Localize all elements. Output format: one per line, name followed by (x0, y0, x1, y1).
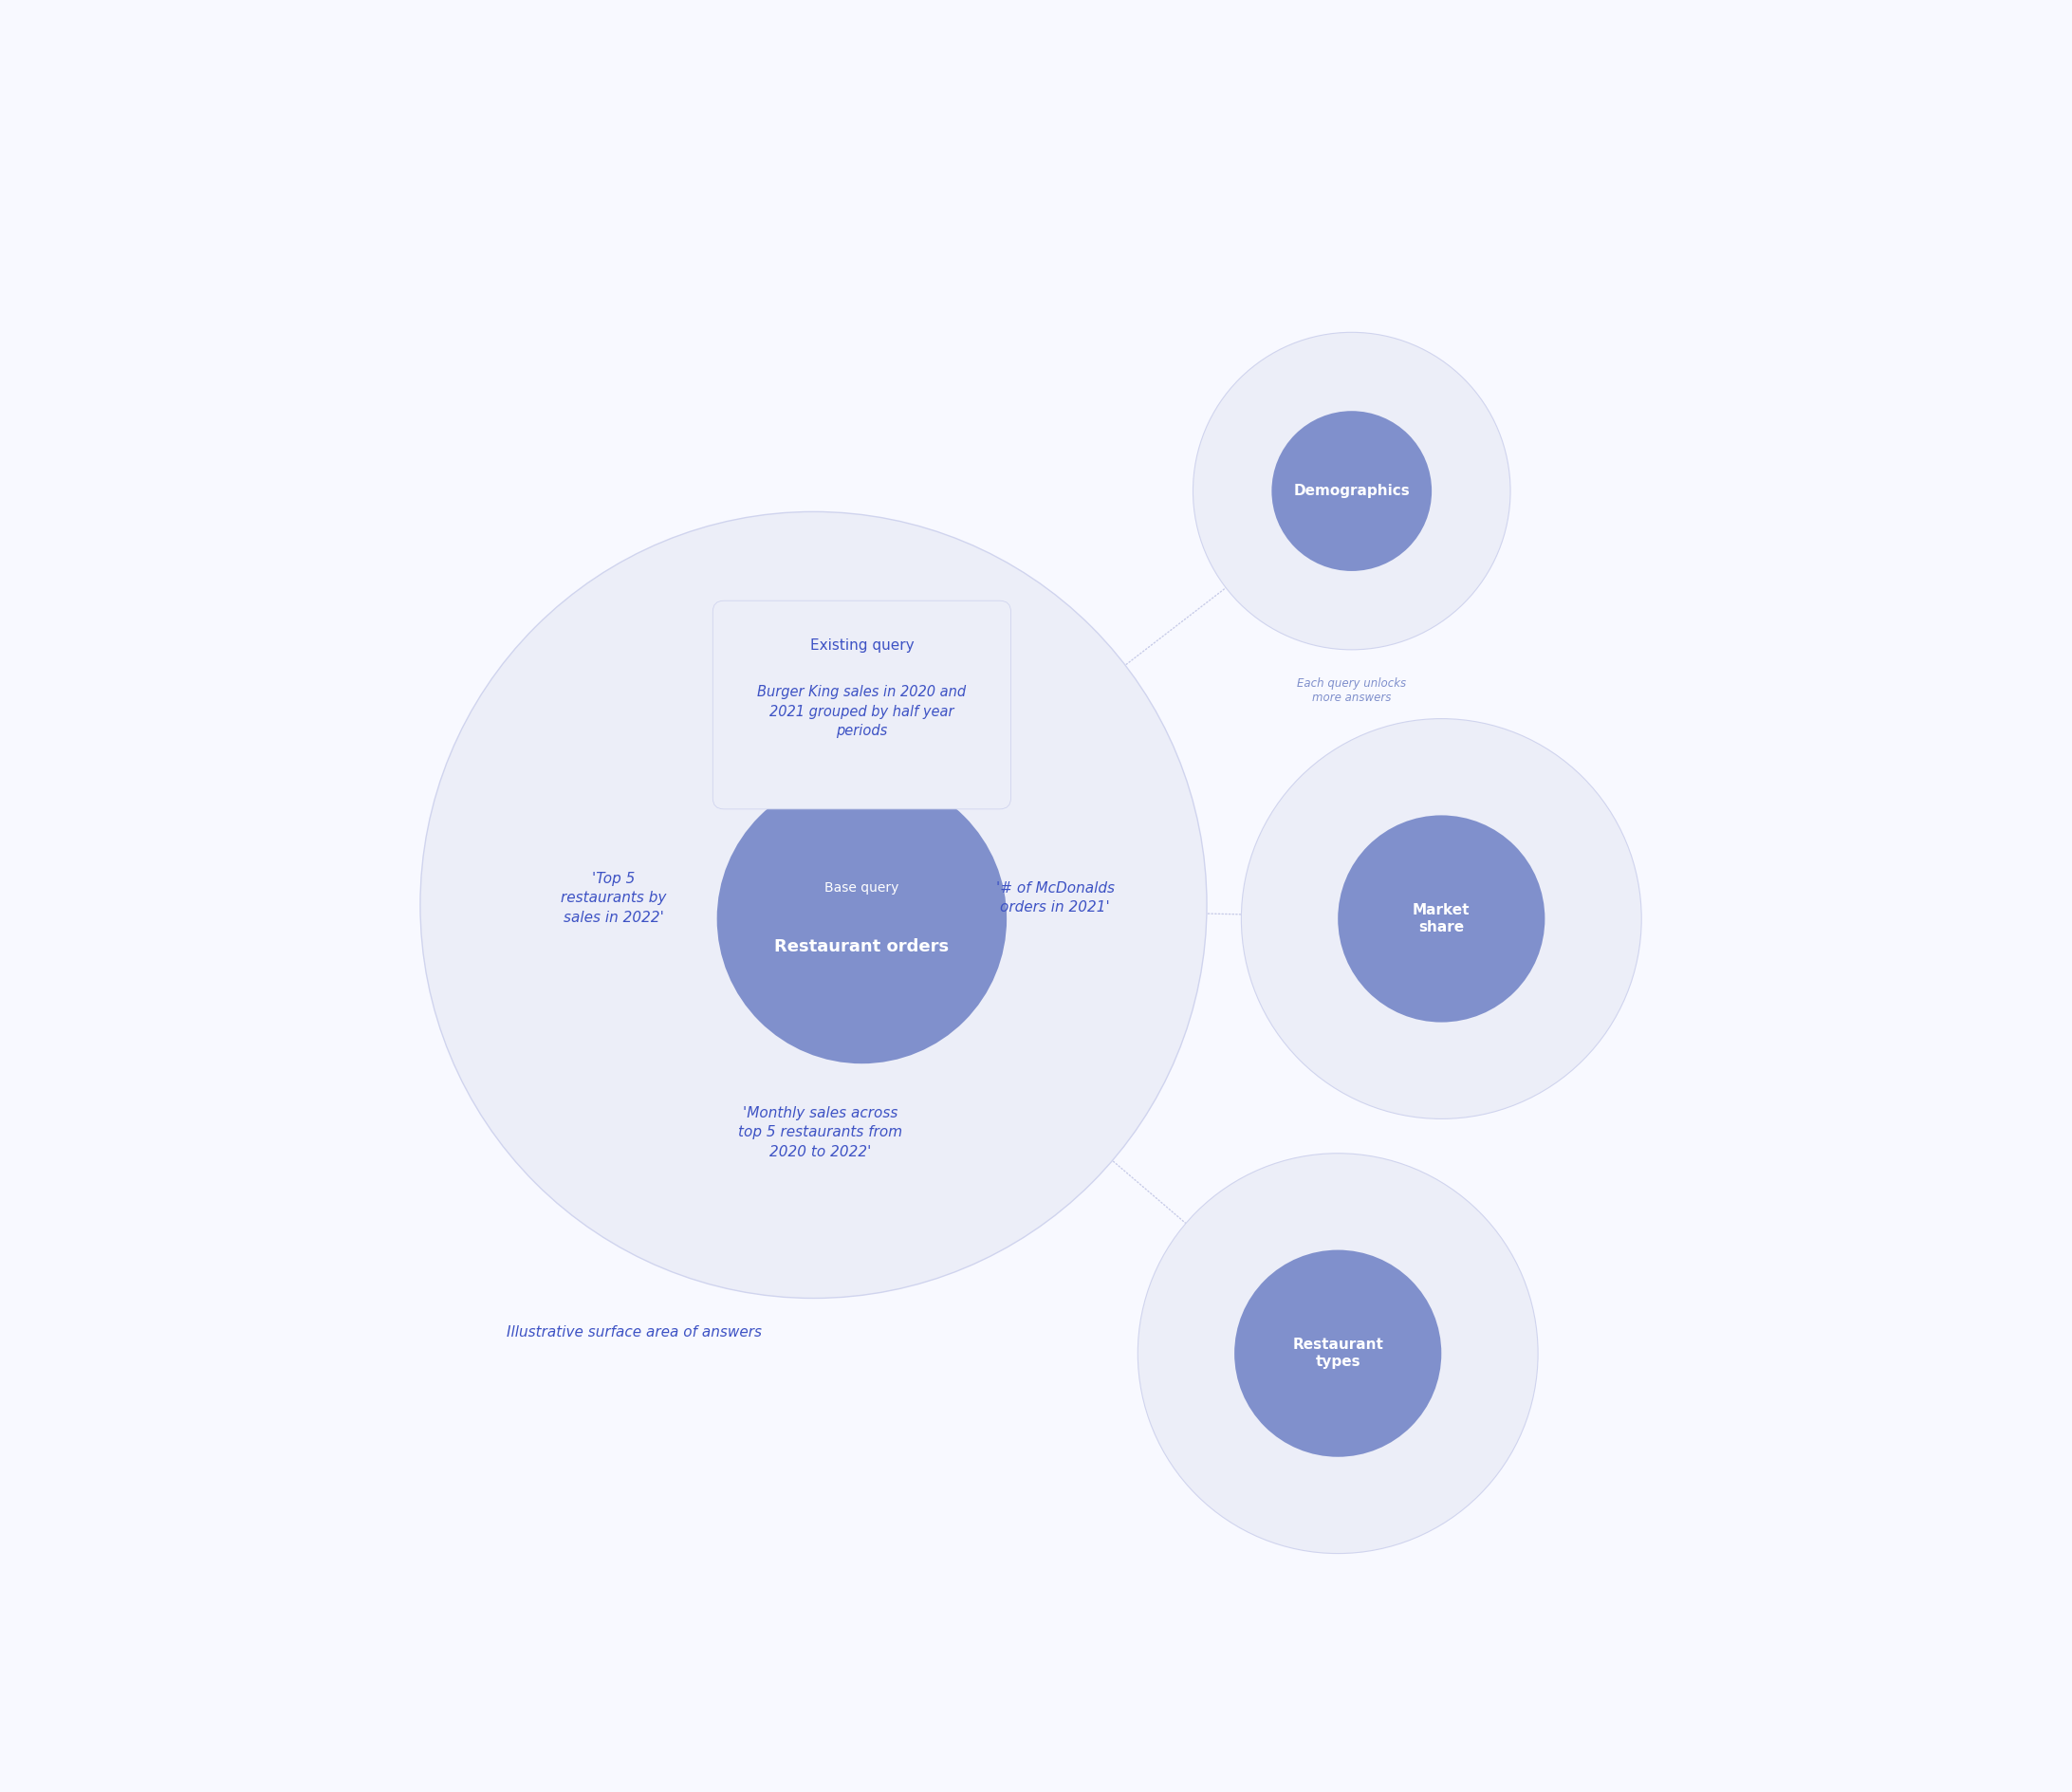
Circle shape (1272, 410, 1432, 572)
Text: Base query: Base query (825, 882, 899, 894)
Text: 'Top 5
restaurants by
sales in 2022': 'Top 5 restaurants by sales in 2022' (562, 871, 667, 925)
Circle shape (1235, 1251, 1442, 1457)
Text: Existing query: Existing query (810, 638, 914, 652)
Text: 'Monthly sales across
top 5 restaurants from
2020 to 2022': 'Monthly sales across top 5 restaurants … (738, 1106, 903, 1159)
Text: Restaurant
types: Restaurant types (1293, 1339, 1384, 1369)
Text: Illustrative surface area of answers: Illustrative surface area of answers (506, 1326, 762, 1340)
Text: Restaurant orders: Restaurant orders (775, 937, 949, 955)
Text: Each query unlocks
more answers: Each query unlocks more answers (1297, 677, 1407, 704)
Circle shape (717, 774, 1007, 1064)
FancyBboxPatch shape (713, 600, 1011, 808)
Circle shape (1339, 815, 1546, 1021)
Text: Burger King sales in 2020 and
2021 grouped by half year
periods: Burger King sales in 2020 and 2021 group… (758, 685, 966, 738)
Text: '# of McDonalds
orders in 2021': '# of McDonalds orders in 2021' (997, 882, 1115, 916)
Circle shape (1193, 332, 1510, 650)
Text: Demographics: Demographics (1293, 484, 1409, 498)
Circle shape (1241, 719, 1641, 1118)
Circle shape (1138, 1154, 1537, 1554)
Circle shape (421, 513, 1206, 1297)
Text: Market
share: Market share (1413, 903, 1469, 934)
